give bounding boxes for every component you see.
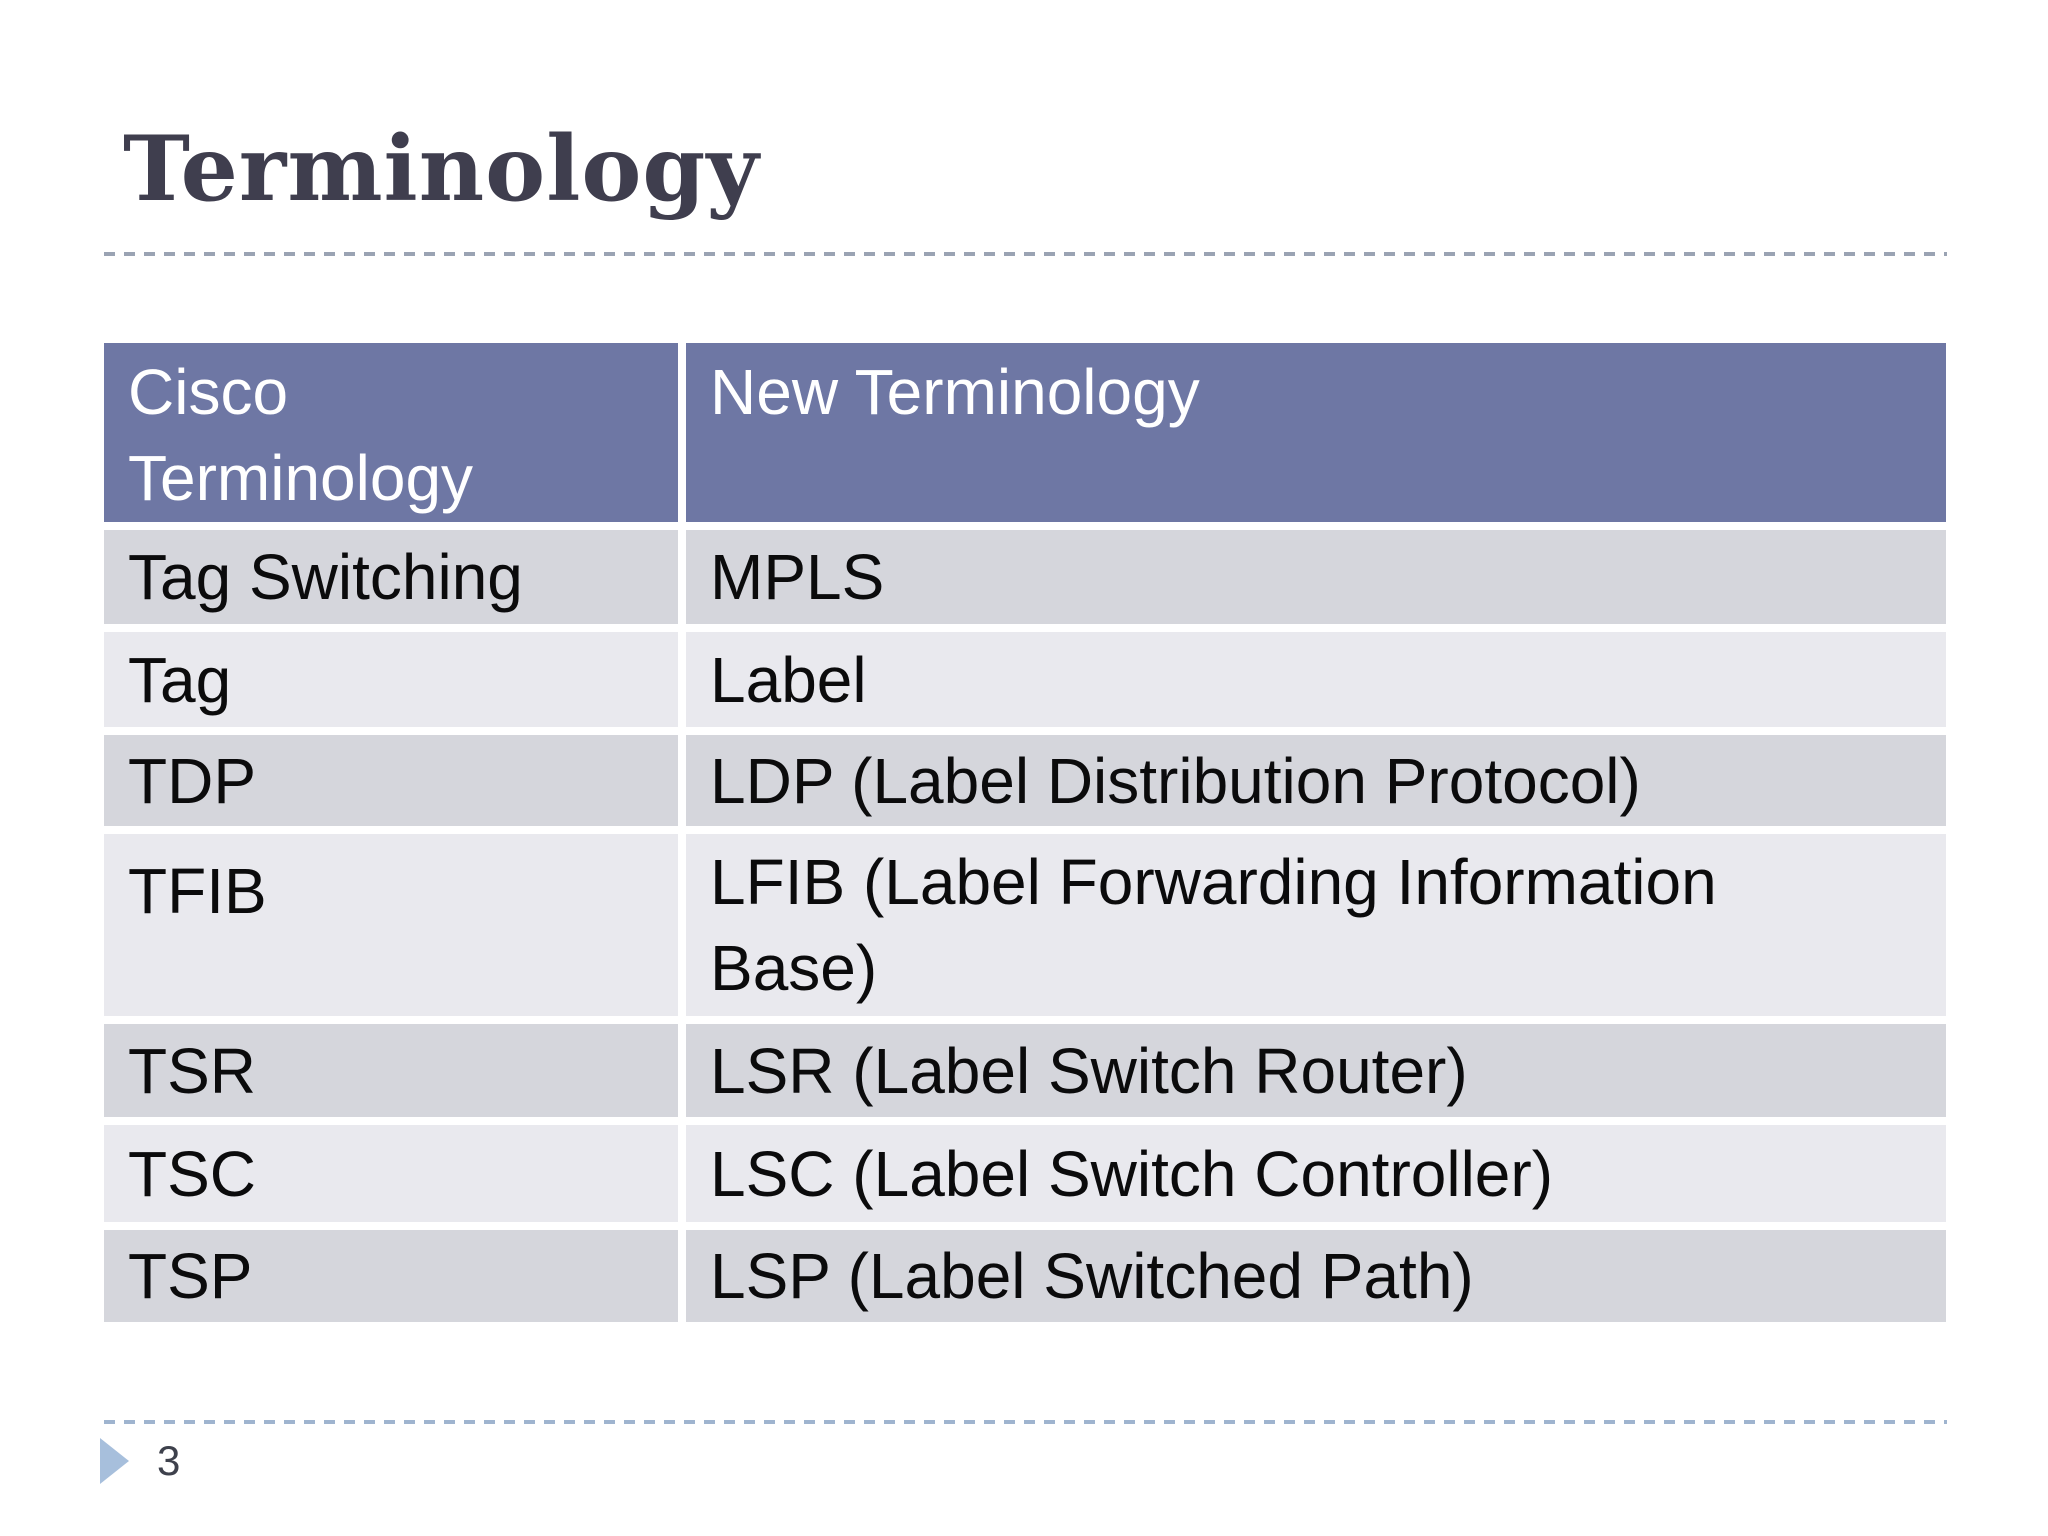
cell-text: TSR	[128, 1034, 256, 1107]
cell-text: TSC	[128, 1137, 256, 1210]
table-row-cell: TFIB	[104, 834, 678, 1016]
table-row-cell: LSP (Label Switched Path)	[686, 1230, 1946, 1322]
footer: 3	[100, 1438, 180, 1484]
page-marker-triangle-icon	[100, 1438, 129, 1484]
table-row-cell: Tag	[104, 632, 678, 727]
table-row-cell: LSC (Label Switch Controller)	[686, 1125, 1946, 1222]
table-row-cell: Label	[686, 632, 1946, 727]
cell-text: Label	[710, 643, 867, 716]
cell-text: LFIB (Label Forwarding Information Base)	[710, 846, 1717, 1004]
cell-text: TFIB	[128, 855, 267, 927]
table-row-cell: LFIB (Label Forwarding Information Base)	[686, 834, 1946, 1016]
footer-divider	[104, 1420, 1947, 1424]
table-row-cell: TSR	[104, 1024, 678, 1117]
cell-text: LDP (Label Distribution Protocol)	[710, 744, 1641, 817]
terminology-table: Cisco Terminology New Terminology Tag Sw…	[104, 343, 1946, 1322]
table-row-cell: TSP	[104, 1230, 678, 1322]
table-header-cisco: Cisco Terminology	[104, 343, 678, 522]
title-divider	[104, 252, 1947, 256]
table-row-cell: MPLS	[686, 530, 1946, 624]
cell-text: TDP	[128, 744, 256, 817]
table-header-label: New Terminology	[710, 356, 1200, 428]
cell-text: MPLS	[710, 541, 885, 613]
cell-text: Tag Switching	[128, 541, 523, 613]
table-header-new: New Terminology	[686, 343, 1946, 522]
cell-text: LSR (Label Switch Router)	[710, 1034, 1468, 1107]
page-title: Terminology	[123, 116, 760, 222]
table-row-cell: Tag Switching	[104, 530, 678, 624]
cell-text: LSC (Label Switch Controller)	[710, 1137, 1553, 1210]
table-row-cell: LSR (Label Switch Router)	[686, 1024, 1946, 1117]
page-number: 3	[157, 1437, 181, 1484]
cell-text: TSP	[128, 1240, 253, 1312]
table-row-cell: LDP (Label Distribution Protocol)	[686, 735, 1946, 826]
table-row-cell: TSC	[104, 1125, 678, 1222]
cell-text: Tag	[128, 643, 232, 716]
table-row-cell: TDP	[104, 735, 678, 826]
table-header-label: Cisco Terminology	[128, 356, 474, 514]
cell-text: LSP (Label Switched Path)	[710, 1240, 1474, 1312]
